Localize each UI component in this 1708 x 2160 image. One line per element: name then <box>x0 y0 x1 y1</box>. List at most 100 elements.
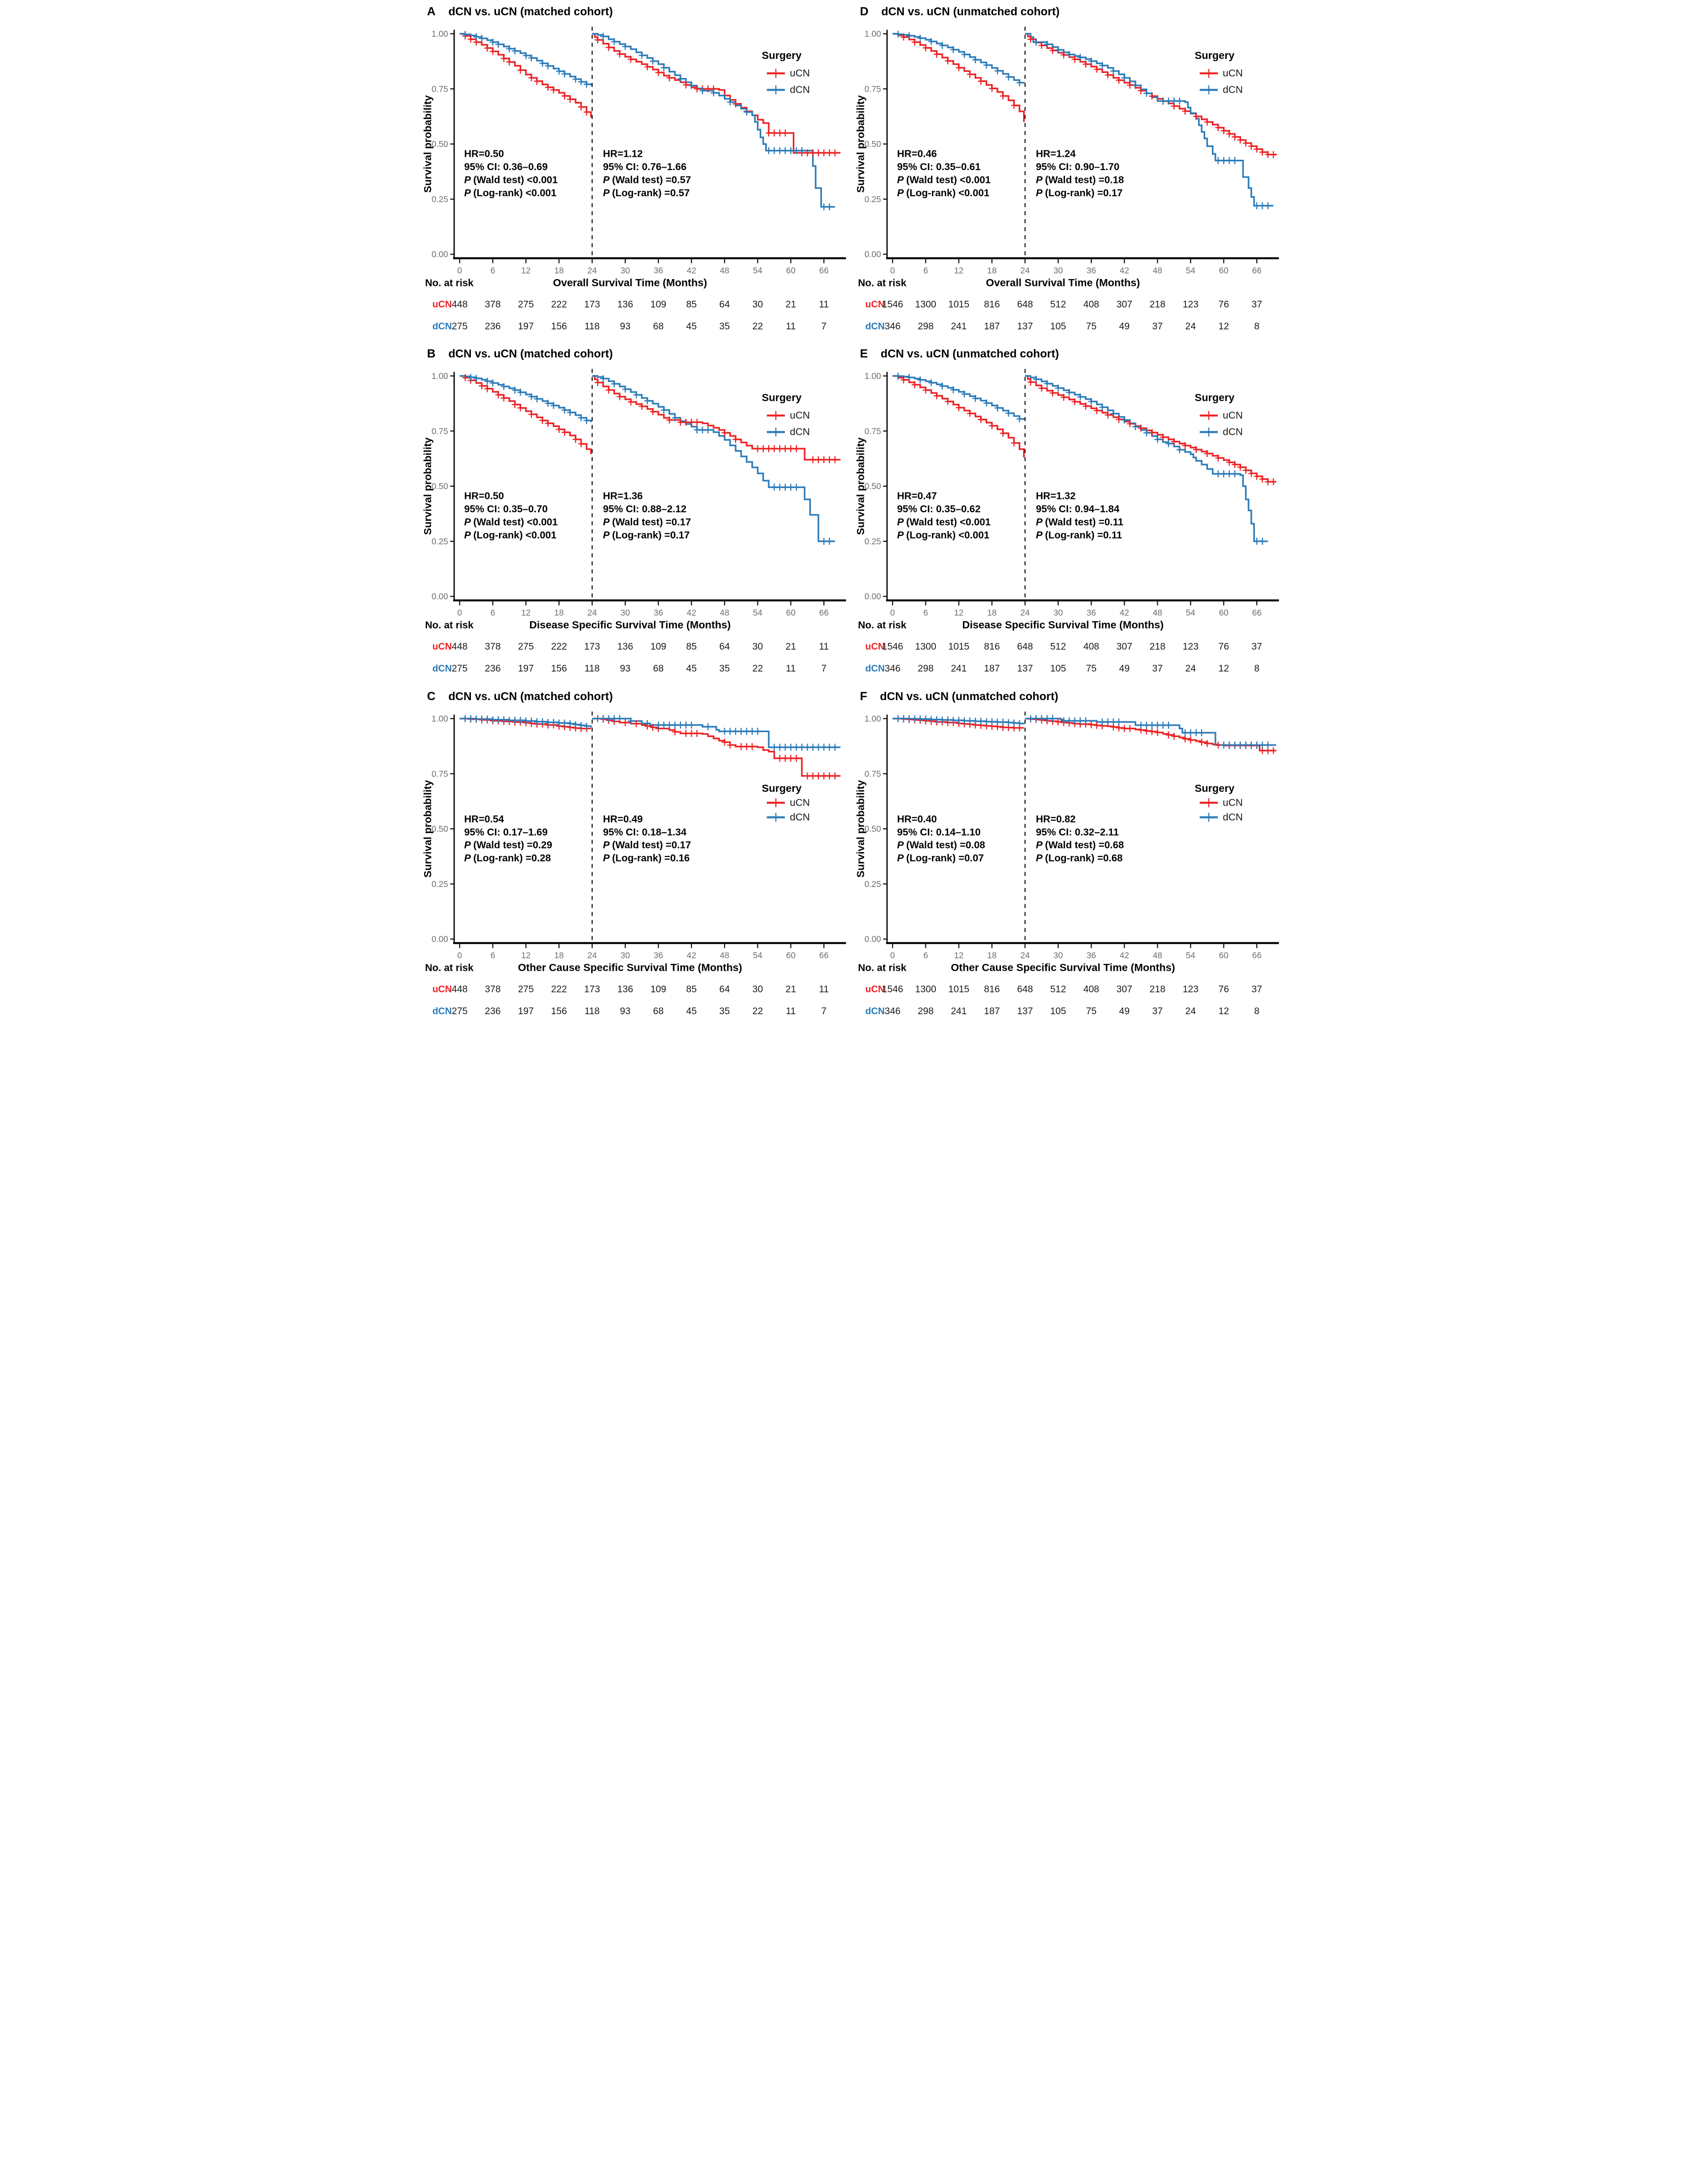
annotation-line: 95% CI: 0.14–1.10 <box>897 827 980 838</box>
x-tick-label: 36 <box>654 950 663 960</box>
x-tick-label: 0 <box>457 608 462 618</box>
panel-letter: C <box>427 689 436 703</box>
x-tick-label: 24 <box>587 950 597 960</box>
x-tick-label: 30 <box>1053 950 1063 960</box>
risk-count: 156 <box>551 664 567 674</box>
x-tick-label: 24 <box>1020 950 1030 960</box>
annotation-line: 95% CI: 0.90–1.70 <box>1036 162 1119 173</box>
risk-count: 118 <box>584 321 600 332</box>
censor-marks <box>462 31 590 88</box>
x-tick-label: 36 <box>654 608 663 618</box>
risk-count: 275 <box>518 642 534 652</box>
risk-row-label: dCN <box>432 321 452 332</box>
x-tick-label: 60 <box>786 608 795 618</box>
risk-count: 1015 <box>948 984 969 994</box>
x-tick-label: 54 <box>753 608 763 618</box>
y-tick-label: 0.25 <box>431 194 448 204</box>
annotation-line: P (Log-rank) <0.001 <box>464 530 556 541</box>
risk-row-label: dCN <box>865 321 885 332</box>
censor-marks <box>600 33 833 211</box>
x-tick-label: 42 <box>1120 950 1129 960</box>
risk-count: 35 <box>719 664 730 674</box>
legend-item-label: dCN <box>1223 812 1243 823</box>
censor-marks <box>900 376 1017 447</box>
x-tick-label: 6 <box>491 265 496 275</box>
risk-count: 8 <box>1254 1006 1260 1017</box>
risk-count: 7 <box>821 321 827 332</box>
x-tick-label: 6 <box>924 950 928 960</box>
x-tick-label: 66 <box>1252 608 1261 618</box>
x-tick-label: 66 <box>819 265 828 275</box>
annotation-line: 95% CI: 0.36–0.69 <box>464 162 547 173</box>
risk-count: 123 <box>1183 642 1199 652</box>
y-tick-label: 0.00 <box>864 249 881 259</box>
x-tick-label: 12 <box>521 265 531 275</box>
risk-count: 448 <box>452 299 467 310</box>
risk-table-header: No. at risk <box>425 278 474 289</box>
risk-row-label: uCN <box>865 642 885 652</box>
x-tick-label: 42 <box>687 265 696 275</box>
y-tick-label: 0.75 <box>431 84 448 94</box>
annotation-line: 95% CI: 0.35–0.62 <box>897 504 980 515</box>
panel-B: B dCN vs. uCN (matched cohort) 1.00 0.75 0… <box>422 346 853 681</box>
x-tick-label: 18 <box>987 950 996 960</box>
risk-count: 648 <box>1017 984 1033 994</box>
censor-marks <box>595 379 838 463</box>
risk-count: 8 <box>1254 664 1260 674</box>
y-tick-label: 1.00 <box>864 371 881 381</box>
x-tick-label: 48 <box>1153 608 1162 618</box>
legend-item-label: dCN <box>1223 84 1243 95</box>
x-tick-label: 36 <box>654 265 663 275</box>
risk-count: 241 <box>951 321 966 332</box>
km-chart-D: 1.00 0.75 0.50 0.25 0.00 0 6 12 18 24 30 36 42 48 54 60… <box>855 19 1286 339</box>
x-tick-label: 42 <box>1120 265 1129 275</box>
annotation-line: HR=1.12 <box>603 148 643 159</box>
annotation-line: P (Wald test) =0.08 <box>897 840 985 851</box>
annotation-line: P (Log-rank) =0.17 <box>603 530 690 541</box>
risk-count: 37 <box>1251 984 1262 994</box>
x-tick-label: 18 <box>554 265 564 275</box>
x-axis-title: Other Cause Specific Survival Time (Mont… <box>951 961 1175 973</box>
risk-count: 64 <box>719 299 730 310</box>
risk-count: 37 <box>1251 299 1262 310</box>
risk-count: 275 <box>452 1006 467 1017</box>
risk-count: 64 <box>719 984 730 994</box>
risk-count: 45 <box>686 664 697 674</box>
x-tick-label: 18 <box>987 265 996 275</box>
x-tick-label: 6 <box>491 608 496 618</box>
risk-count: 75 <box>1086 664 1096 674</box>
x-tick-label: 36 <box>1087 608 1096 618</box>
y-axis-title: Survival probability <box>422 437 433 535</box>
risk-count: 22 <box>752 321 763 332</box>
legend-item-label: dCN <box>790 427 810 438</box>
x-tick-label: 30 <box>1053 265 1063 275</box>
legend-item-label: uCN <box>790 797 810 808</box>
y-tick-label: 0.50 <box>864 824 881 834</box>
censor-marks <box>462 715 590 730</box>
risk-count: 35 <box>719 321 730 332</box>
annotation-line: P (Wald test) =0.57 <box>603 175 691 185</box>
annotation-line: P (Wald test) =0.68 <box>1036 840 1124 851</box>
risk-count: 123 <box>1183 299 1199 310</box>
risk-count: 222 <box>551 642 567 652</box>
annotation-line: P (Wald test) <0.001 <box>464 175 558 185</box>
annotation-line: HR=0.82 <box>1036 814 1076 825</box>
x-tick-label: 48 <box>720 950 729 960</box>
x-axis-title: Overall Survival Time (Months) <box>986 277 1140 289</box>
y-tick-label: 0.00 <box>431 249 448 259</box>
x-tick-label: 6 <box>924 265 928 275</box>
x-tick-label: 42 <box>1120 608 1129 618</box>
risk-count: 346 <box>885 664 900 674</box>
risk-count: 11 <box>819 299 829 310</box>
risk-count: 22 <box>752 664 763 674</box>
risk-count: 197 <box>518 664 534 674</box>
risk-count: 218 <box>1149 984 1165 994</box>
x-tick-label: 24 <box>587 608 597 618</box>
legend-item-label: dCN <box>790 84 810 95</box>
risk-count: 136 <box>617 642 633 652</box>
ucn-curve <box>592 375 841 461</box>
risk-count: 85 <box>686 984 697 994</box>
annotation-line: P (Log-rank) =0.28 <box>464 853 551 864</box>
risk-count: 30 <box>752 299 763 310</box>
risk-count: 307 <box>1116 299 1132 310</box>
